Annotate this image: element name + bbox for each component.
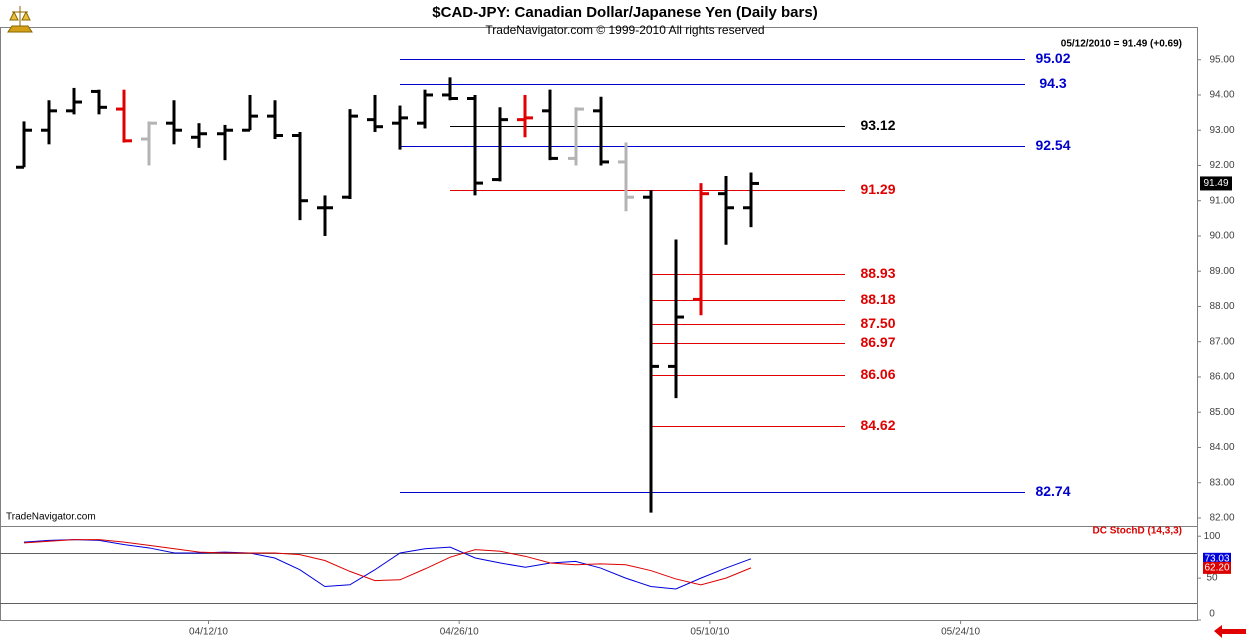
x-tick-label: 05/24/10 bbox=[941, 627, 980, 638]
y-tick-label: 85.00 bbox=[1209, 407, 1234, 418]
y-tick-label: 89.00 bbox=[1209, 266, 1234, 277]
y-tick-label: 88.00 bbox=[1209, 301, 1234, 312]
plot-frame bbox=[0, 27, 1198, 621]
level-label: 86.06 bbox=[860, 366, 895, 382]
x-tick-label: 05/10/10 bbox=[690, 627, 729, 638]
y-tick-label: 83.00 bbox=[1209, 477, 1234, 488]
logo bbox=[7, 6, 33, 33]
chart-subtitle: TradeNavigator.com © 1999-2010 All right… bbox=[485, 23, 764, 37]
y-tick-label: 92.00 bbox=[1209, 160, 1234, 171]
indicator-tag-label: 62.20 bbox=[1204, 563, 1229, 574]
source: TradeNavigator.com bbox=[6, 512, 96, 523]
y-tick-label: 87.00 bbox=[1209, 336, 1234, 347]
chart-title: $CAD-JPY: Canadian Dollar/Japanese Yen (… bbox=[432, 4, 817, 21]
level-label: 92.54 bbox=[1035, 137, 1070, 153]
level-label: 82.74 bbox=[1035, 483, 1070, 499]
level-label: 86.97 bbox=[860, 334, 895, 350]
indicator-title: DC StochD (14,3,3) bbox=[1093, 526, 1182, 537]
x-tick-label: 04/12/10 bbox=[189, 627, 228, 638]
y-tick-label: 50 bbox=[1206, 573, 1218, 584]
y-tick-label: 93.00 bbox=[1209, 125, 1234, 136]
y-tick-label: 84.00 bbox=[1209, 442, 1234, 453]
scroll-arrow[interactable] bbox=[1214, 625, 1246, 638]
level-label: 87.50 bbox=[860, 315, 895, 331]
y-tick-label: 0 bbox=[1209, 609, 1215, 620]
indicator-line bbox=[23, 539, 752, 590]
y-tick-label: 94.00 bbox=[1209, 90, 1234, 101]
price-tag bbox=[1200, 176, 1232, 191]
last-price-header: 05/12/2010 = 91.49 (+0.69) bbox=[1061, 39, 1182, 50]
y-tick-label: 91.00 bbox=[1209, 195, 1234, 206]
indicator-tag bbox=[1203, 552, 1231, 565]
y-tick-label: 90.00 bbox=[1209, 231, 1234, 242]
y-tick-label: 100 bbox=[1204, 531, 1221, 542]
x-tick-label: 04/26/10 bbox=[440, 627, 479, 638]
indicator-tag bbox=[1203, 561, 1231, 574]
y-tick-label: 86.00 bbox=[1209, 372, 1234, 383]
level-label: 93.12 bbox=[860, 117, 895, 133]
level-label: 84.62 bbox=[860, 417, 895, 433]
indicator-tag-label: 73.03 bbox=[1204, 553, 1229, 564]
y-tick-label: 82.00 bbox=[1209, 513, 1234, 524]
level-label: 95.02 bbox=[1035, 50, 1070, 66]
price-tag-label: 91.49 bbox=[1203, 178, 1228, 189]
level-label: 88.93 bbox=[860, 265, 895, 281]
y-tick-label: 95.00 bbox=[1209, 54, 1234, 65]
indicator-line bbox=[23, 539, 752, 586]
level-label: 91.29 bbox=[860, 181, 895, 197]
level-label: 94.3 bbox=[1039, 75, 1066, 91]
level-label: 88.18 bbox=[860, 291, 895, 307]
